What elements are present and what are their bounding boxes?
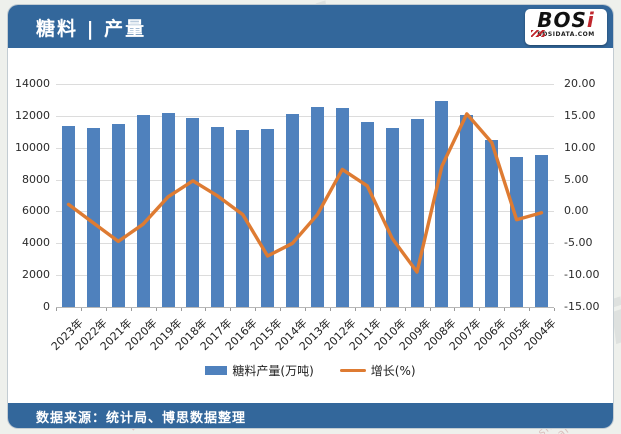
footer-bar: 数据来源：统计局、博思数据整理 <box>8 403 613 428</box>
logo-subtext: BOSIDATA.COM <box>537 31 595 38</box>
legend-label-production: 糖料产量(万吨) <box>232 364 314 378</box>
bosi-logo: BOSi BOSIDATA.COM <box>525 9 607 45</box>
data-source-text: 数据来源：统计局、博思数据整理 <box>36 411 247 426</box>
header-bar: 糖料 | 产量 BOSi BOSIDATA.COM <box>8 5 613 48</box>
page-title: 糖料 | 产量 <box>36 18 147 40</box>
chart-legend: 糖料产量(万吨) 增长(%) <box>0 362 621 379</box>
logo-text: BOSi <box>537 9 595 32</box>
legend-item-production: 糖料产量(万吨) <box>205 362 314 379</box>
bar-swatch-icon <box>205 366 228 375</box>
legend-label-growth: 增长(%) <box>370 364 416 378</box>
legend-item-growth: 增长(%) <box>339 362 416 379</box>
logo-stripe-icon <box>531 30 545 37</box>
line-swatch-icon <box>339 369 366 372</box>
